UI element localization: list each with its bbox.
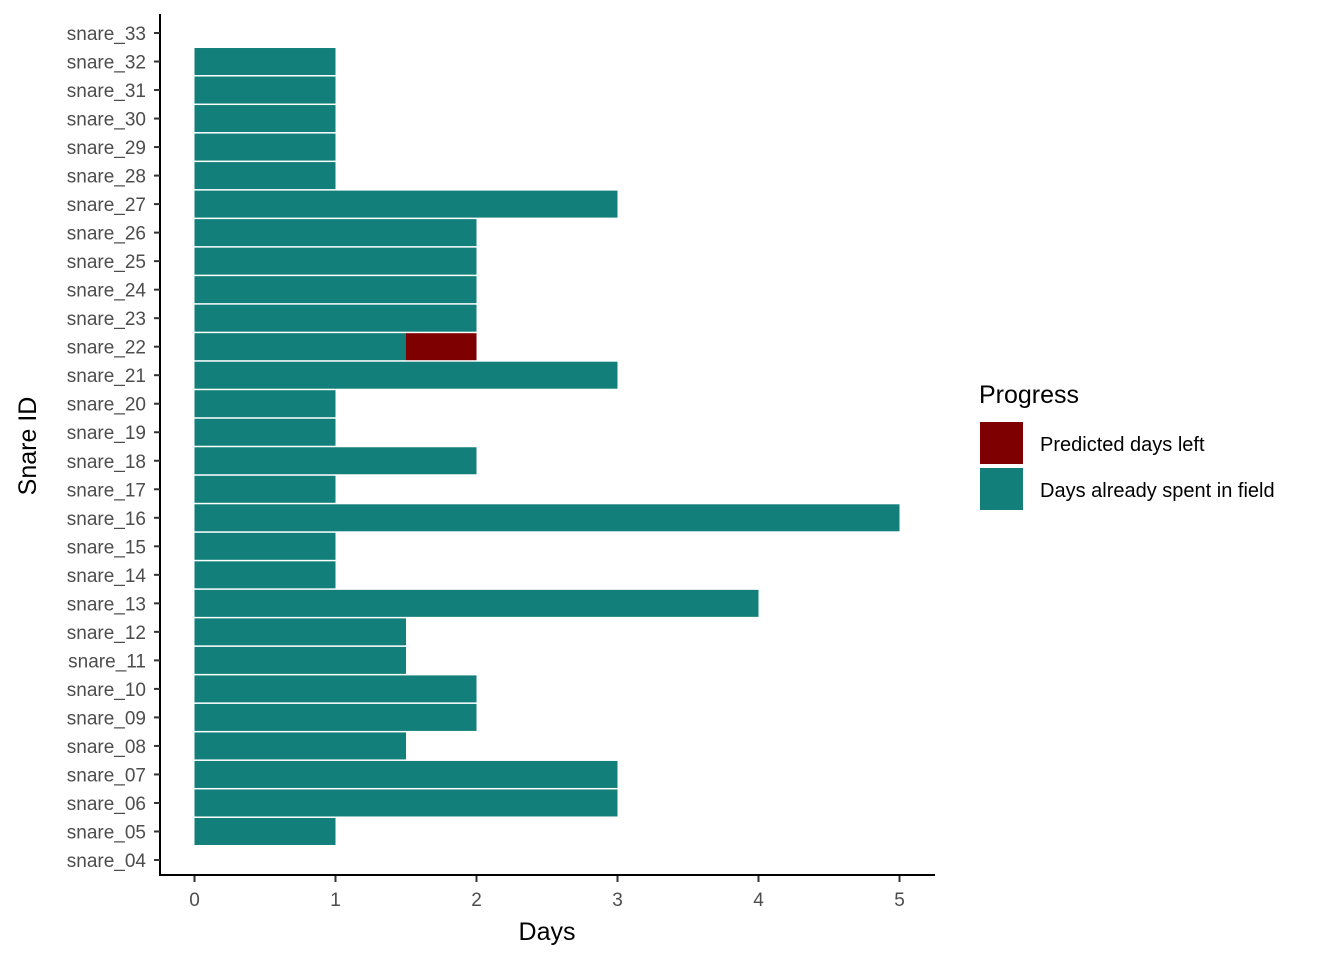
y-tick-label: snare_32 bbox=[67, 53, 146, 74]
y-tick-label: snare_26 bbox=[67, 224, 146, 245]
y-tick-label: snare_14 bbox=[67, 566, 147, 587]
x-tick-label: 5 bbox=[894, 890, 905, 911]
y-tick-label: snare_31 bbox=[67, 81, 146, 102]
y-tick-label: snare_07 bbox=[67, 765, 146, 786]
bar-snare_23-spent bbox=[194, 304, 477, 332]
legend-swatch bbox=[980, 422, 1023, 464]
bar-snare_13-spent bbox=[194, 589, 759, 617]
y-tick-label: snare_29 bbox=[67, 138, 146, 159]
x-axis-title: Days bbox=[519, 918, 576, 946]
y-tick-label: snare_05 bbox=[67, 822, 146, 843]
y-tick-label: snare_21 bbox=[67, 366, 146, 387]
bar-snare_29-spent bbox=[194, 133, 336, 161]
bar-snare_09-spent bbox=[194, 703, 477, 731]
legend-label: Days already spent in field bbox=[1040, 480, 1275, 502]
bar-snare_25-spent bbox=[194, 247, 477, 275]
y-tick-label: snare_11 bbox=[68, 651, 146, 672]
x-tick-label: 4 bbox=[753, 890, 764, 911]
y-tick-label: snare_10 bbox=[67, 680, 146, 701]
bar-snare_16-spent bbox=[194, 504, 900, 532]
bar-snare_28-spent bbox=[194, 162, 336, 190]
bar-snare_15-spent bbox=[194, 532, 336, 560]
bar-snare_19-spent bbox=[194, 418, 336, 446]
y-tick-label: snare_23 bbox=[67, 309, 146, 330]
bar-snare_17-spent bbox=[194, 475, 336, 503]
x-tick-label: 0 bbox=[189, 890, 200, 911]
legend-swatch bbox=[980, 468, 1023, 510]
axes-layer bbox=[159, 14, 935, 876]
bar-snare_30-spent bbox=[194, 105, 336, 133]
legend-title: Progress bbox=[979, 381, 1079, 409]
x-tick-label: 3 bbox=[612, 890, 623, 911]
y-tick-label: snare_27 bbox=[67, 195, 146, 216]
bar-snare_31-spent bbox=[194, 76, 336, 104]
x-tick-label: 2 bbox=[471, 890, 482, 911]
bar-snare_14-spent bbox=[194, 561, 336, 589]
bar-snare_32-spent bbox=[194, 48, 336, 76]
bar-snare_21-spent bbox=[194, 361, 618, 389]
bar-snare_22-predicted bbox=[406, 333, 477, 361]
y-tick-label: snare_06 bbox=[67, 794, 146, 815]
y-tick-label: snare_33 bbox=[67, 24, 146, 45]
bar-snare_27-spent bbox=[194, 190, 618, 218]
bar-snare_22-spent bbox=[194, 333, 406, 361]
y-tick-label: snare_24 bbox=[67, 281, 147, 302]
bar-snare_08-spent bbox=[194, 732, 406, 760]
y-tick-label: snare_12 bbox=[67, 623, 146, 644]
bar-snare_18-spent bbox=[194, 447, 477, 475]
y-tick-label: snare_16 bbox=[67, 509, 146, 530]
bar-snare_05-spent bbox=[194, 817, 336, 845]
y-tick-label: snare_13 bbox=[67, 594, 146, 615]
bar-snare_26-spent bbox=[194, 219, 477, 247]
y-tick-label: snare_15 bbox=[67, 537, 146, 558]
y-tick-label: snare_28 bbox=[67, 167, 146, 188]
y-tick-label: snare_17 bbox=[67, 480, 146, 501]
bars-layer bbox=[194, 48, 900, 845]
y-tick-label: snare_25 bbox=[67, 252, 146, 273]
legend-label: Predicted days left bbox=[1040, 434, 1205, 456]
y-axis-title: Snare ID bbox=[14, 397, 42, 496]
bar-snare_20-spent bbox=[194, 390, 336, 418]
bar-snare_07-spent bbox=[194, 760, 618, 788]
y-tick-label: snare_18 bbox=[67, 452, 146, 473]
y-tick-label: snare_22 bbox=[67, 338, 146, 359]
bar-snare_06-spent bbox=[194, 789, 618, 817]
legend: Progress Predicted days left Days already… bbox=[979, 381, 1275, 510]
x-tick-label: 1 bbox=[330, 890, 341, 911]
bar-snare_11-spent bbox=[194, 646, 406, 674]
y-ticks: snare_04 snare_05 snare_06 snare_07 snare_08… bbox=[67, 24, 160, 872]
bar-snare_12-spent bbox=[194, 618, 406, 646]
y-tick-label: snare_30 bbox=[67, 110, 146, 131]
bar-snare_24-spent bbox=[194, 276, 477, 304]
bar-snare_10-spent bbox=[194, 675, 477, 703]
y-tick-label: snare_19 bbox=[67, 423, 146, 444]
y-tick-label: snare_04 bbox=[67, 851, 147, 872]
x-ticks: 0 1 2 3 4 5 bbox=[189, 876, 905, 911]
y-tick-label: snare_09 bbox=[67, 708, 146, 729]
y-tick-label: snare_20 bbox=[67, 395, 146, 416]
y-tick-label: snare_08 bbox=[67, 737, 146, 758]
